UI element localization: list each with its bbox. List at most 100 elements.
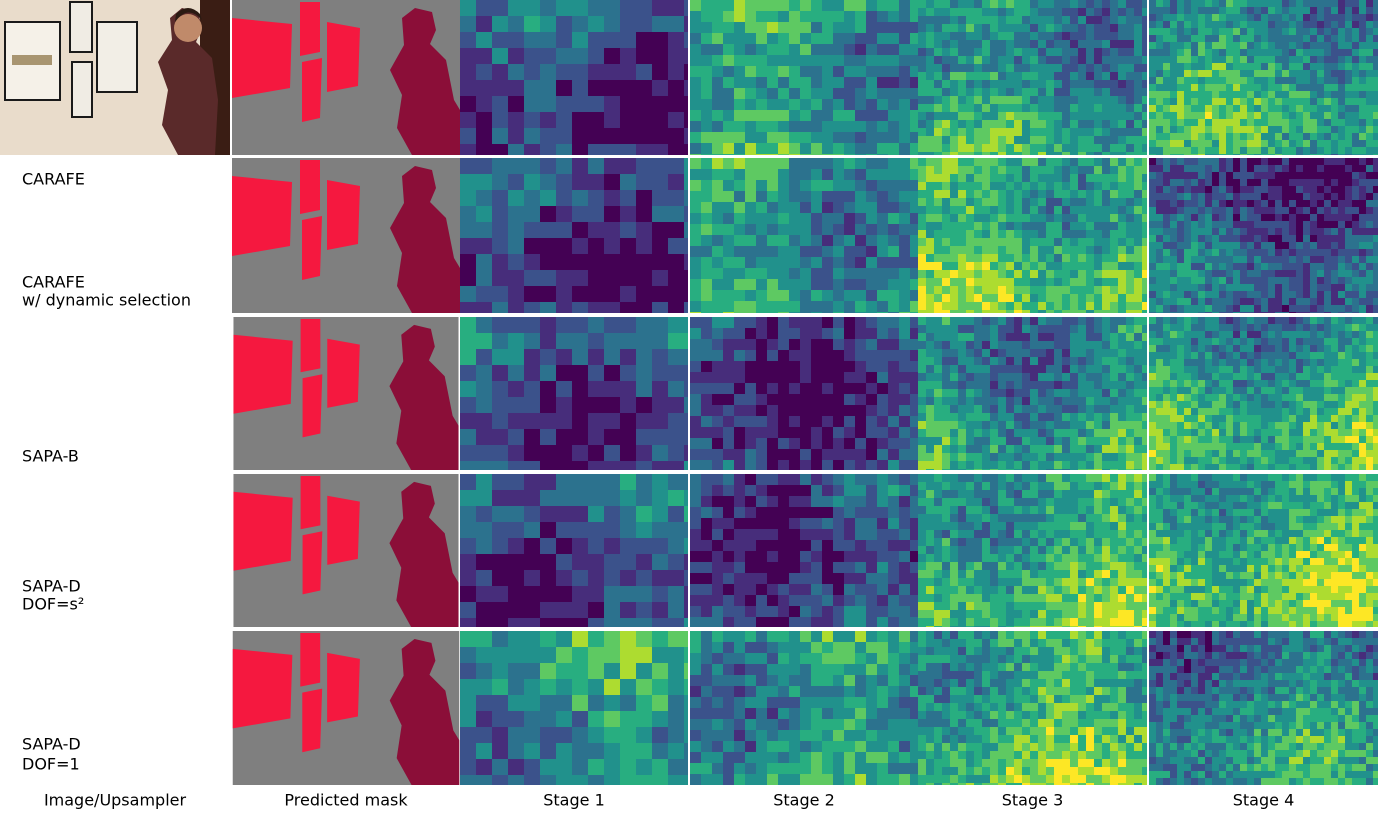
feature-cell (918, 80, 926, 88)
feature-cell (1296, 193, 1303, 200)
feature-cell (1289, 165, 1296, 172)
feature-cell (966, 246, 974, 254)
feature-cell (1046, 421, 1054, 429)
feature-cell (1062, 365, 1070, 373)
feature-cell (966, 310, 974, 313)
feature-cell (1247, 49, 1254, 56)
feature-cell (1170, 263, 1177, 270)
feature-cell (1275, 193, 1282, 200)
feature-cell (588, 286, 604, 302)
feature-cell (1226, 70, 1233, 77)
feature-cell (800, 0, 811, 11)
feature-cell (942, 152, 950, 155)
feature-cell (1352, 193, 1359, 200)
feature-cell (1102, 286, 1110, 294)
feature-cell (1086, 198, 1094, 206)
feature-cell (942, 166, 950, 174)
feature-cell (652, 461, 668, 470)
feature-cell (668, 16, 684, 32)
feature-cell (734, 202, 745, 213)
feature-cell (1345, 28, 1352, 35)
feature-cell (476, 286, 492, 302)
feature-cell (1046, 262, 1054, 270)
feature-cell (950, 64, 958, 72)
feature-cell (508, 128, 524, 144)
feature-cell (1163, 207, 1170, 214)
feature-cell (1070, 128, 1078, 136)
feature-cell (636, 429, 652, 445)
feature-cell (1373, 147, 1378, 154)
feature-cell (1126, 341, 1134, 349)
feature-cell (998, 333, 1006, 341)
feature-cell (1191, 77, 1198, 84)
feature-cell (1205, 42, 1212, 49)
feature-cell (1317, 56, 1324, 63)
feature-cell (745, 66, 756, 77)
feature-cell (1310, 221, 1317, 228)
feature-cell (1014, 246, 1022, 254)
feature-cell (1014, 469, 1022, 470)
feature-cell (1254, 165, 1261, 172)
feature-cell (1030, 413, 1038, 421)
feature-cell (1366, 105, 1373, 112)
feature-cell (1338, 277, 1345, 284)
feature-cell (1184, 119, 1191, 126)
feature-cell (712, 66, 723, 77)
feature-cell (1038, 56, 1046, 64)
feature-cell (524, 128, 540, 144)
feature-cell (1219, 14, 1226, 21)
feature-cell (1149, 7, 1156, 14)
feature-cell (1070, 461, 1078, 469)
feature-cell (524, 112, 540, 128)
feature-cell (1268, 91, 1275, 98)
feature-cell (1054, 112, 1062, 120)
feature-cell (1261, 35, 1268, 42)
feature-cell (1233, 200, 1240, 207)
feature-cell (934, 182, 942, 190)
feature-cell (822, 202, 833, 213)
feature-cell (800, 191, 811, 202)
feature-cell (877, 11, 888, 22)
feature-cell (1062, 182, 1070, 190)
feature-cell (604, 144, 620, 155)
feature-cell (958, 365, 966, 373)
feature-cell (1198, 112, 1205, 119)
feature-cell (1163, 105, 1170, 112)
feature-cell (1254, 270, 1261, 277)
feature-cell (926, 373, 934, 381)
feature-cell (1359, 21, 1366, 28)
feature-cell (1331, 91, 1338, 98)
feature-cell (1359, 147, 1366, 154)
feature-cell (756, 213, 767, 224)
feature-cell (636, 222, 652, 238)
feature-cell (877, 427, 888, 438)
feature-cell (934, 104, 942, 112)
feature-cell (844, 312, 855, 313)
feature-cell (1268, 298, 1275, 305)
feature-cell (1094, 246, 1102, 254)
feature-cell (1219, 84, 1226, 91)
feature-cell (1054, 365, 1062, 373)
feature-cell (966, 88, 974, 96)
feature-cell (1247, 214, 1254, 221)
feature-cell (1268, 126, 1275, 133)
feature-cell (1070, 120, 1078, 128)
feature-cell (1366, 284, 1373, 291)
feature-cell (1142, 104, 1147, 112)
feature-cell (1366, 56, 1373, 63)
feature-cell (974, 317, 982, 325)
feature-cell (1352, 338, 1359, 345)
feature-cell (1184, 56, 1191, 63)
feature-cell (1212, 380, 1219, 387)
feature-cell (1317, 91, 1324, 98)
feature-cell (966, 325, 974, 333)
feature-cell (1226, 35, 1233, 42)
feature-cell (1296, 359, 1303, 366)
feature-cell (926, 302, 934, 310)
feature-cell (1070, 136, 1078, 144)
feature-cell (1366, 158, 1373, 165)
feature-cell (1110, 48, 1118, 56)
feature-cell (1078, 349, 1086, 357)
feature-cell (1226, 172, 1233, 179)
feature-cell (1102, 453, 1110, 461)
